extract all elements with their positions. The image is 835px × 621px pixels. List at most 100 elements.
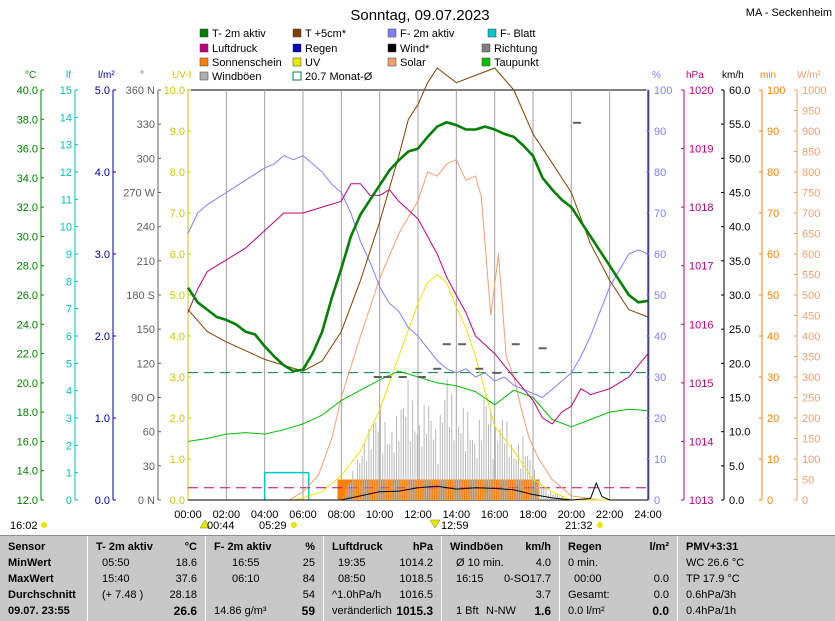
cell: Gesamt: [568, 589, 610, 601]
legend-label: Windböen [212, 71, 262, 83]
noon-label: 12:59 [441, 520, 469, 532]
sunset-time: 21:32 [565, 520, 593, 532]
axis-tick-label: 5.0 [95, 85, 110, 97]
legend-label: Richtung [494, 43, 537, 55]
sunset-dot [597, 522, 603, 528]
axis-tick-label: 9.0 [170, 126, 185, 138]
cell: 0.4hPa/1h [686, 605, 737, 617]
summary-table: Sensor MinWert MaxWert Durchschnitt 09.0… [0, 535, 835, 621]
axis-tick-label: 1.0 [170, 454, 185, 466]
cell: 84 [302, 573, 315, 585]
legend-label: Solar [400, 57, 426, 69]
wind-column: Windböen km/h Ø 10 min. 4.0 16:15 0-SO 17.7 … [442, 536, 560, 621]
axis-tick-label: 14.0 [17, 466, 38, 478]
axis-tick-label: 3 [66, 413, 72, 425]
axis-tick-label: 5.0 [729, 461, 744, 473]
axis-tick-label: 950 [802, 106, 820, 118]
cell: 37.6 [175, 573, 197, 585]
axis-tick-label: 1020 [689, 85, 713, 97]
col-title: Luftdruck [332, 541, 383, 553]
axis-tick-label: 14 [60, 112, 72, 124]
axis-tick-label: 500 [802, 290, 820, 302]
col-unit: km/h [525, 541, 551, 553]
cell: 1018.5 [399, 573, 433, 585]
cell-current: 1015.3 [396, 604, 433, 618]
axis-tick-label: 300 [802, 372, 820, 384]
axis-tick-label: 20.0 [729, 358, 750, 370]
axis-tick-label: 0 [66, 495, 72, 507]
cell: 14.86 g/m³ [214, 605, 267, 617]
axis-tick-label: 15 [60, 85, 72, 97]
axis-tick-label: 30.0 [729, 290, 750, 302]
legend-label: F- Blatt [500, 28, 535, 40]
axis-tick-label: 8.0 [170, 167, 185, 179]
axis-tick-label: 90 [654, 126, 666, 138]
axis-tick-label: 70 [767, 208, 779, 220]
axis-tick-label: 45.0 [729, 188, 750, 200]
axis-tick-label: 100 [802, 454, 820, 466]
legend-label: T +5cm* [305, 28, 347, 40]
axis-tick-label: 1019 [689, 144, 713, 156]
axis-tick-label: 100 [767, 85, 785, 97]
axis-tick-label: 4 [66, 386, 72, 398]
axis-tick-label: 240 [137, 222, 155, 234]
axis-tick-label: 330 [137, 119, 155, 131]
axis-tick-label: 0.0 [170, 495, 185, 507]
axis-tick-label: 20 [767, 413, 779, 425]
col-title: F- 2m aktiv [214, 541, 272, 553]
pmv-column: PMV+3:31 WC 26.6 °C TP 17.9 °C 0.6hPa/3h… [678, 536, 835, 621]
axis-tick-label: 3.0 [170, 372, 185, 384]
col-unit: l/m² [649, 541, 669, 553]
cell: 06:10 [232, 573, 260, 585]
axis-unit: lf [66, 70, 71, 81]
axis-tick-label: 11 [61, 194, 72, 206]
axis-tick-label: 120 [137, 358, 155, 370]
axis-tick-label: 0.0 [729, 495, 744, 507]
sunrise-time: 05:29 [259, 520, 287, 532]
cell: 25 [302, 557, 315, 569]
axis-tick-label: 60 [654, 249, 666, 261]
axis-tick-label: 36.0 [17, 144, 38, 156]
axis-tick-label: 20.0 [17, 378, 38, 390]
legend-swatch [199, 71, 209, 81]
sun-markers: 16:02 00:44 05:29 12:59 21:32 [10, 519, 603, 532]
legend-label: UV [305, 57, 321, 69]
axis-tick-label: 40 [654, 331, 666, 343]
axis-tick-label: 80 [654, 167, 666, 179]
legend-swatch [387, 43, 397, 53]
axis-tick-label: 5 [66, 358, 72, 370]
axes: °C40.038.036.034.032.030.028.026.024.022… [17, 70, 827, 507]
axis-tick-label: 7.0 [170, 208, 185, 220]
axis-tick-label: 150 [137, 324, 155, 336]
legend-swatch [292, 57, 302, 67]
axis-tick-label: 800 [802, 167, 820, 179]
axis-tick-label: 60 [767, 249, 779, 261]
axis-tick-label: 50 [654, 290, 666, 302]
cell: 1016.5 [399, 589, 433, 601]
axis-tick-label: 10.0 [729, 427, 750, 439]
sensor-column: Sensor MinWert MaxWert Durchschnitt 09.0… [0, 536, 88, 621]
cell: 0.0 [653, 589, 669, 601]
axis-tick-label: 270 W [123, 188, 155, 200]
cell: TP 17.9 °C [686, 573, 740, 585]
x-tick-label: 08:00 [328, 509, 356, 521]
series-group [186, 67, 649, 501]
cell: 08:50 [338, 573, 366, 585]
cell: 0-SO [504, 573, 530, 585]
cell: 18.6 [175, 557, 197, 569]
axis-tick-label: 10 [767, 454, 779, 466]
axis-tick-label: 4.0 [95, 167, 110, 179]
cell: 16:15 [456, 573, 484, 585]
axis-tick-label: 550 [802, 270, 820, 282]
sunrise-dot [291, 522, 297, 528]
rain-column: Regen l/m² 0 min. 00:00 0.0 Gesamt: 0.0 0.0… [560, 536, 678, 621]
axis-unit: UV-I [172, 70, 191, 81]
series-line [187, 183, 649, 425]
x-tick-label: 18:00 [519, 509, 547, 521]
axis-unit: % [652, 70, 661, 81]
axis-tick-label: 15.0 [729, 393, 750, 405]
axis-tick-label: 8 [66, 276, 72, 288]
legend-label: T- 2m aktiv [212, 28, 266, 40]
cell: 17.7 [529, 573, 551, 585]
series-line [187, 67, 649, 372]
